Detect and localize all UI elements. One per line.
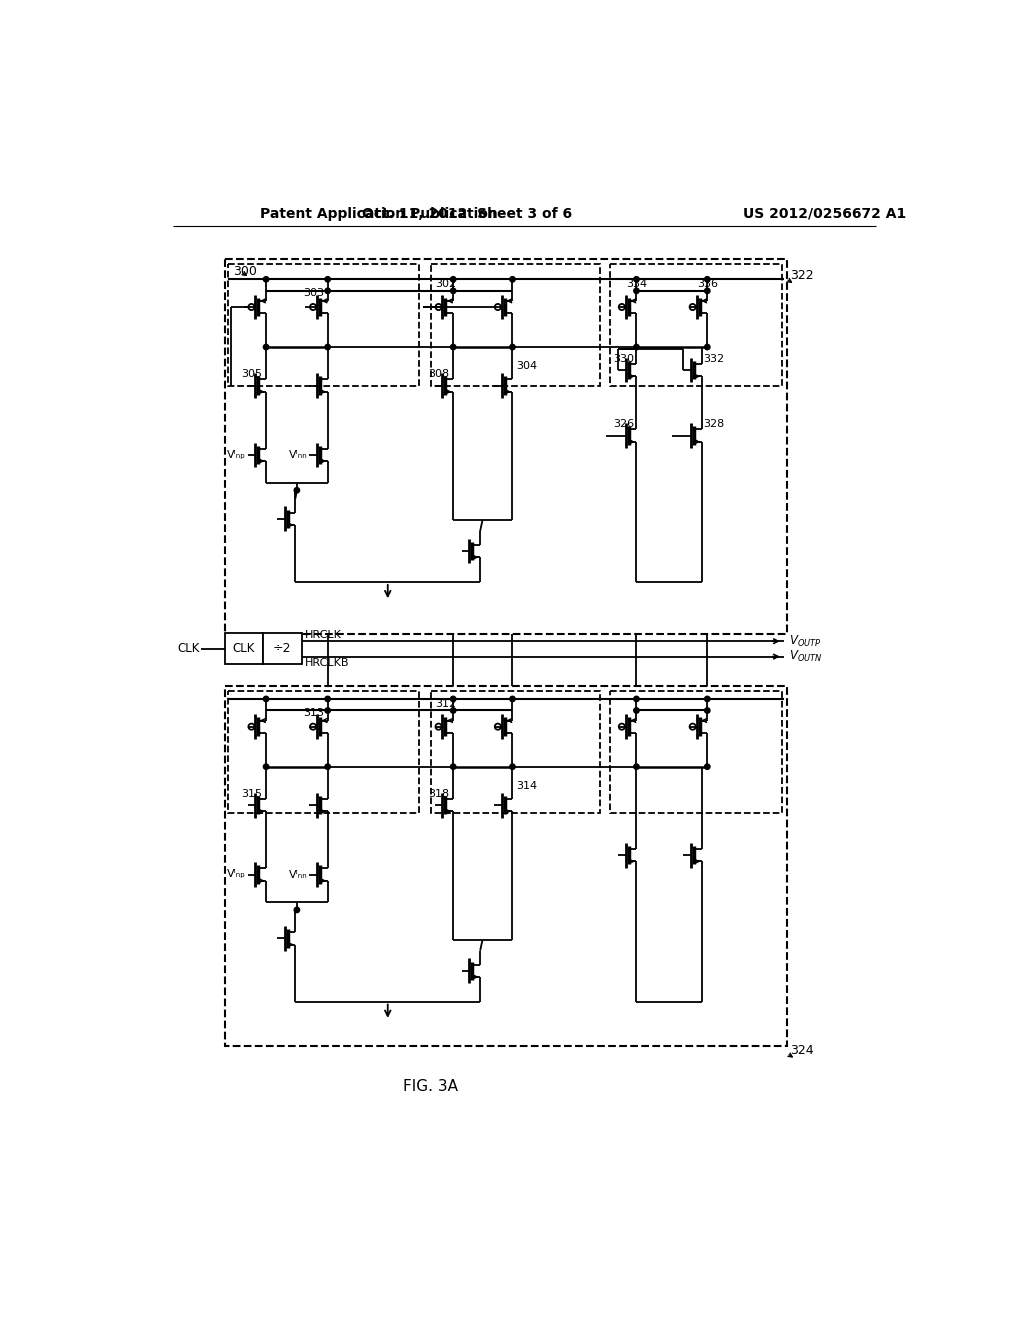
Text: 314: 314	[516, 781, 538, 791]
Circle shape	[510, 277, 515, 282]
Text: 308: 308	[428, 370, 450, 379]
Circle shape	[705, 277, 710, 282]
Bar	[228, 264, 419, 385]
Circle shape	[263, 277, 268, 282]
Text: Vᴵₙₙ: Vᴵₙₙ	[289, 870, 307, 879]
Text: 322: 322	[790, 269, 813, 282]
Text: 336: 336	[696, 279, 718, 289]
Text: 318: 318	[428, 788, 450, 799]
Circle shape	[705, 288, 710, 293]
Text: 300: 300	[233, 265, 257, 279]
Circle shape	[451, 345, 456, 350]
Circle shape	[325, 288, 331, 293]
Text: Vᴵₙₙ: Vᴵₙₙ	[289, 450, 307, 459]
Text: 324: 324	[791, 1044, 814, 1056]
Circle shape	[325, 345, 331, 350]
Circle shape	[294, 487, 300, 492]
Text: Vᴵₙₚ: Vᴵₙₚ	[227, 870, 246, 879]
Bar	[228, 692, 419, 813]
Circle shape	[451, 696, 456, 702]
Circle shape	[510, 696, 515, 702]
Circle shape	[325, 764, 331, 770]
Text: 305: 305	[242, 370, 262, 379]
Circle shape	[634, 345, 639, 350]
Circle shape	[510, 764, 515, 770]
Bar	[609, 264, 782, 385]
Text: Patent Application Publication: Patent Application Publication	[260, 207, 498, 220]
Circle shape	[294, 907, 300, 912]
Circle shape	[451, 288, 456, 293]
Text: 330: 330	[613, 354, 634, 363]
Text: $V_{OUTP}$: $V_{OUTP}$	[788, 634, 821, 648]
Text: 328: 328	[703, 418, 725, 429]
Bar	[431, 264, 600, 385]
Text: CLK: CLK	[232, 643, 255, 656]
Circle shape	[705, 708, 710, 713]
Circle shape	[263, 345, 268, 350]
Circle shape	[451, 764, 456, 770]
Text: ÷2: ÷2	[273, 643, 292, 656]
Circle shape	[325, 277, 331, 282]
Text: $V_{OUTN}$: $V_{OUTN}$	[788, 649, 822, 664]
Circle shape	[325, 696, 331, 702]
Circle shape	[634, 764, 639, 770]
Bar	[609, 692, 782, 813]
Text: HRCLKB: HRCLKB	[305, 659, 350, 668]
Text: HRCLK: HRCLK	[305, 630, 342, 640]
Circle shape	[634, 288, 639, 293]
Text: 302: 302	[435, 279, 456, 289]
Circle shape	[705, 345, 710, 350]
Text: 332: 332	[703, 354, 725, 363]
Circle shape	[510, 345, 515, 350]
Text: 304: 304	[516, 362, 538, 371]
Bar	[431, 692, 600, 813]
Bar	[224, 686, 786, 1047]
Circle shape	[634, 277, 639, 282]
Text: Vᴵₙₚ: Vᴵₙₚ	[227, 450, 246, 459]
Text: 326: 326	[613, 418, 634, 429]
Circle shape	[634, 696, 639, 702]
Text: Oct. 11, 2012  Sheet 3 of 6: Oct. 11, 2012 Sheet 3 of 6	[362, 207, 572, 220]
Text: CLK: CLK	[177, 643, 200, 656]
Text: 334: 334	[626, 279, 647, 289]
Text: FIG. 3A: FIG. 3A	[403, 1078, 459, 1094]
Circle shape	[263, 696, 268, 702]
Text: 312: 312	[435, 698, 456, 709]
Circle shape	[634, 708, 639, 713]
Bar	[224, 634, 263, 664]
Circle shape	[451, 708, 456, 713]
Text: 315: 315	[242, 788, 262, 799]
Circle shape	[451, 277, 456, 282]
Text: 313: 313	[303, 708, 324, 718]
Circle shape	[705, 696, 710, 702]
Text: 303: 303	[303, 288, 324, 298]
Circle shape	[263, 764, 268, 770]
Circle shape	[325, 708, 331, 713]
Bar	[224, 259, 786, 635]
Text: US 2012/0256672 A1: US 2012/0256672 A1	[742, 207, 906, 220]
Circle shape	[705, 764, 710, 770]
Bar	[263, 634, 301, 664]
